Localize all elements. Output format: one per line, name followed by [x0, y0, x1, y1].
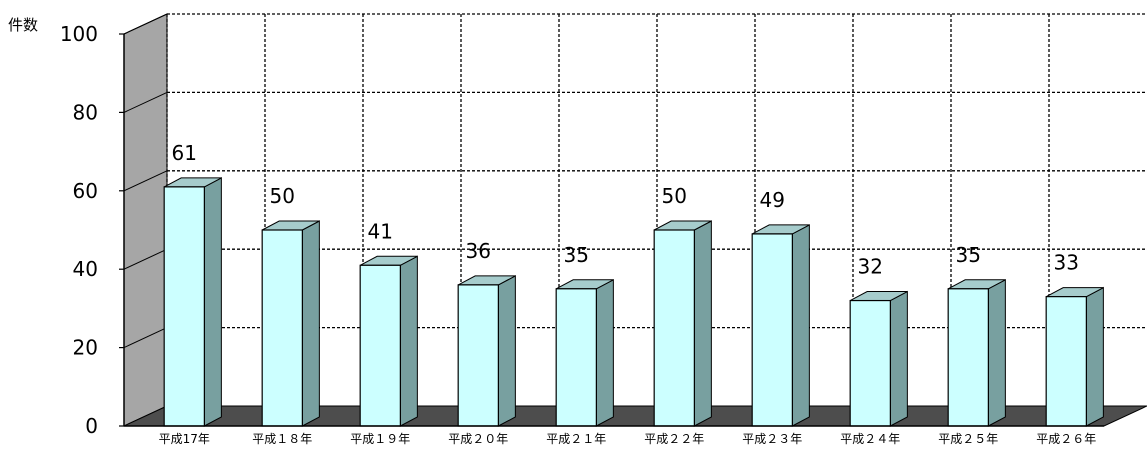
x-tick-label: 平成２２年: [644, 432, 704, 446]
x-tick-label: 平成17年: [159, 432, 210, 446]
data-label: 61: [172, 141, 197, 165]
y-tick-label: 80: [73, 100, 98, 124]
y-tick-label: 20: [73, 336, 98, 360]
bar-side: [889, 290, 908, 427]
bar: [653, 229, 695, 427]
x-tick-label: 平成２１年: [546, 432, 606, 446]
bar-side: [693, 220, 712, 427]
y-tick-label: 60: [73, 179, 98, 203]
data-label: 33: [1054, 251, 1079, 275]
y-tick-label: 40: [73, 257, 98, 281]
data-label: 49: [760, 188, 785, 212]
y-tick-label: 0: [85, 414, 98, 438]
data-label: 36: [466, 239, 491, 263]
gridline-side: [123, 327, 168, 349]
data-label: 35: [956, 243, 981, 267]
x-tick-label: 平成２０年: [448, 432, 508, 446]
data-label: 41: [368, 219, 393, 243]
bar-side: [301, 220, 320, 427]
x-tick-label: 平成２３年: [742, 432, 802, 446]
bar: [359, 264, 401, 427]
side-wall: [123, 13, 168, 427]
bar-side: [1085, 286, 1104, 427]
bar: [751, 233, 793, 427]
gridline-side: [123, 13, 168, 35]
bar: [457, 284, 499, 427]
x-tick-label: 平成１９年: [350, 432, 410, 446]
data-label: 35: [564, 243, 589, 267]
x-tick-label: 平成２４年: [840, 432, 900, 446]
x-tick-label: 平成１８年: [252, 432, 312, 446]
bar-side: [595, 278, 614, 427]
gridline-side: [123, 91, 168, 113]
bar: [1045, 296, 1087, 427]
x-tick-label: 平成２５年: [938, 432, 998, 446]
bar: [555, 288, 597, 427]
bar-side: [399, 255, 418, 427]
bar: [261, 229, 303, 427]
bar-side: [791, 224, 810, 427]
bar-side: [987, 278, 1006, 427]
bar: [849, 299, 891, 427]
x-tick-label: 平成２６年: [1036, 432, 1096, 446]
gridline-side: [123, 248, 168, 270]
bar: [947, 288, 989, 427]
bar-side: [497, 275, 516, 427]
gridline-side: [123, 170, 168, 192]
y-tick-label: 100: [60, 22, 98, 46]
y-axis-unit-label: 件数: [8, 16, 39, 34]
data-label: 32: [858, 255, 883, 279]
bar-side: [203, 177, 222, 427]
data-label: 50: [270, 184, 295, 208]
bar: [163, 186, 205, 427]
data-label: 50: [662, 184, 687, 208]
